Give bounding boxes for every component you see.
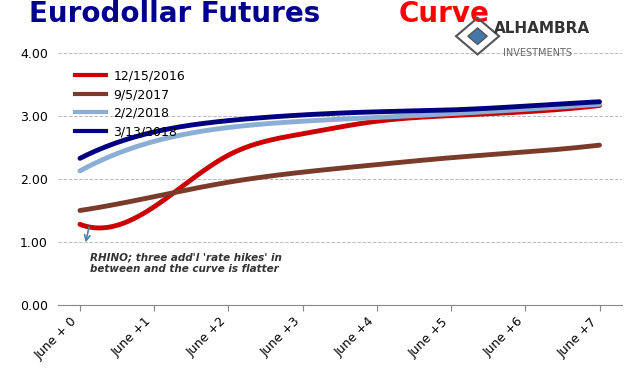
Text: Eurodollar Futures: Eurodollar Futures <box>29 0 330 28</box>
Text: INVESTMENTS: INVESTMENTS <box>503 48 572 58</box>
Text: Curve: Curve <box>399 0 490 28</box>
Legend: 12/15/2016, 9/5/2017, 2/2/2018, 3/13/2018: 12/15/2016, 9/5/2017, 2/2/2018, 3/13/201… <box>70 65 190 144</box>
Text: RHINO; three add'l 'rate hikes' in
between and the curve is flatter: RHINO; three add'l 'rate hikes' in betwe… <box>90 252 282 274</box>
Text: ALHAMBRA: ALHAMBRA <box>494 21 590 36</box>
